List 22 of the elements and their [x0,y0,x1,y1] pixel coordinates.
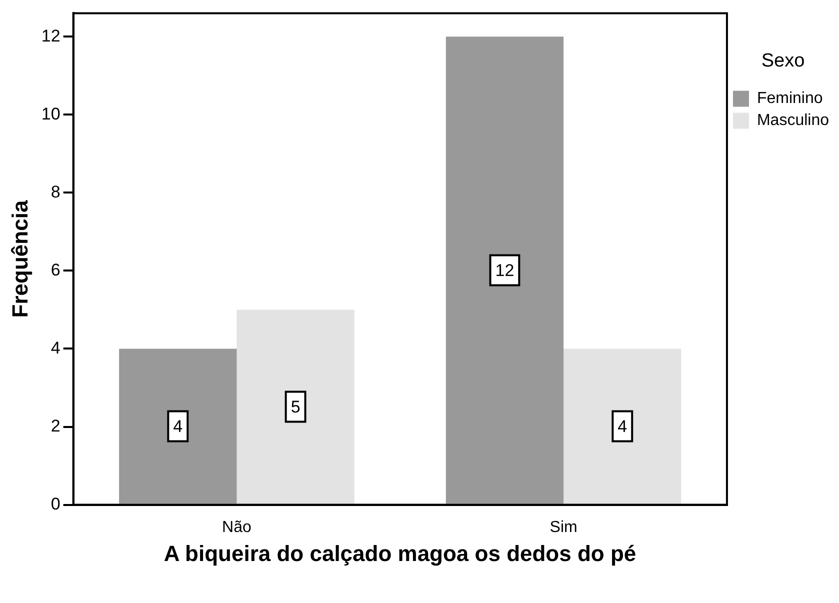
data-label: 4 [618,416,628,436]
legend-label: Feminino [756,90,823,108]
data-label: 5 [290,397,300,416]
y-tick-label: 2 [50,416,60,436]
x-axis-title: A biqueira do calçado magoa os dedos do pé [162,541,638,566]
x-tick-label: Não [222,518,252,536]
y-axis-title: Frequência [7,200,32,318]
bar [119,348,237,504]
y-tick-label: 12 [41,26,60,46]
legend-title: Sexo [761,50,805,72]
bar [446,36,564,504]
y-tick-label: 6 [50,260,60,280]
bar [236,310,354,504]
y-tick-label: 4 [50,338,60,358]
y-tick-label: 0 [50,494,60,514]
data-label: 12 [495,260,514,280]
y-tick-label: 10 [41,104,60,124]
y-tick-label: 8 [50,182,60,202]
data-label: 4 [173,416,183,436]
bar [564,348,682,504]
x-tick-label: Sim [550,518,578,536]
legend-label: Masculino [756,112,830,130]
